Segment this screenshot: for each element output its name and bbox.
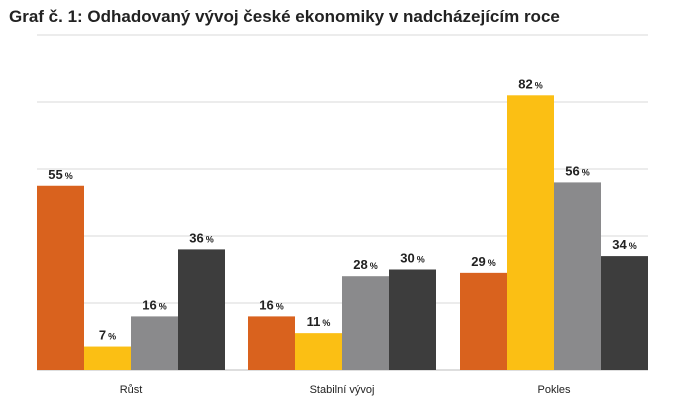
x-tick-label: Růst [120, 384, 143, 396]
chart-title: Graf č. 1: Odhadovaný vývoj české ekonom… [9, 7, 560, 26]
x-tick-label: Stabilní vývoj [310, 384, 375, 396]
bar [248, 316, 295, 370]
data-label: 34% [612, 237, 636, 252]
data-label: 16% [259, 297, 283, 312]
x-tick-label: Pokles [537, 384, 571, 396]
data-label: 82% [518, 76, 542, 91]
bar [460, 272, 507, 370]
data-label: 28% [353, 257, 377, 272]
bar [554, 182, 601, 370]
data-label: 55% [48, 167, 72, 182]
bar [507, 95, 554, 371]
bar [601, 256, 648, 370]
bar [131, 316, 178, 370]
bar [178, 249, 225, 370]
data-label: 11% [307, 314, 331, 329]
bar [295, 333, 342, 370]
bar [389, 269, 436, 370]
data-label: 30% [400, 251, 424, 266]
data-label: 16% [142, 297, 166, 312]
data-label: 7% [99, 328, 116, 343]
bar [84, 346, 131, 370]
data-label: 56% [565, 163, 589, 178]
bar [37, 185, 84, 370]
data-label: 29% [471, 254, 495, 269]
data-label: 36% [189, 230, 213, 245]
bar [342, 276, 389, 370]
